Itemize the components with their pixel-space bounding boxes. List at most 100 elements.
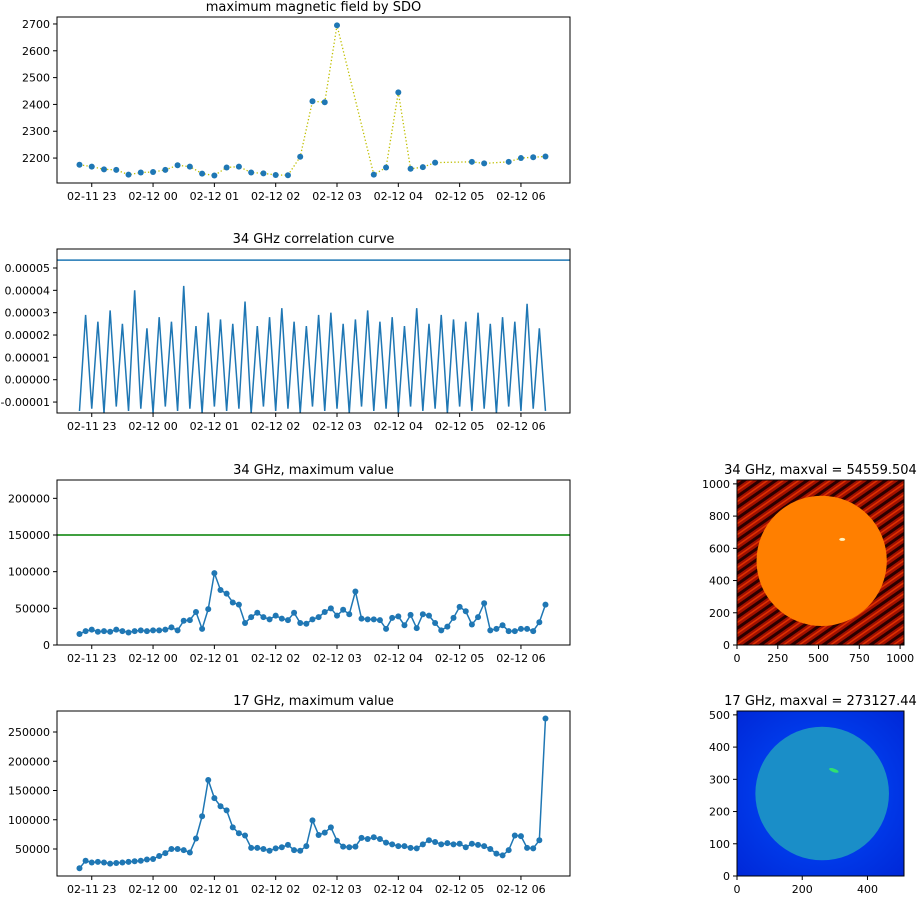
data-point: [113, 626, 120, 633]
x-tick-label: 750: [849, 652, 870, 665]
x-tick-label: 02-12 04: [374, 190, 423, 203]
data-point: [217, 803, 224, 810]
data-point: [186, 617, 193, 624]
x-tick-label: 02-12 01: [190, 883, 239, 896]
data-point: [352, 588, 359, 595]
data-point: [481, 160, 488, 167]
axes-frame: [56, 248, 571, 414]
data-point: [334, 612, 341, 619]
data-point: [358, 615, 365, 622]
data-point: [419, 164, 426, 171]
data-point: [162, 850, 169, 857]
data-point: [383, 839, 390, 846]
x-tick-label: 02-12 00: [128, 652, 177, 665]
axes-frame: [56, 16, 571, 184]
data-point: [524, 844, 531, 851]
data-point: [199, 813, 206, 820]
y-tick-label: 0.00005: [5, 262, 51, 275]
data-point: [334, 22, 341, 29]
data-point: [346, 844, 353, 851]
data-point: [186, 163, 193, 170]
data-point: [432, 159, 439, 166]
x-tick-label: 02-12 02: [251, 652, 300, 665]
data-point: [235, 163, 242, 170]
data-line: [79, 25, 546, 177]
x-tick-label: 02-12 03: [312, 652, 361, 665]
data-point: [205, 606, 212, 613]
data-point: [370, 616, 377, 623]
data-point: [383, 625, 390, 632]
data-point: [235, 830, 242, 837]
y-tick-label: 100000: [8, 566, 50, 579]
data-point: [340, 843, 347, 850]
data-point: [542, 601, 549, 608]
data-point: [143, 856, 150, 863]
data-point: [370, 834, 377, 841]
data-point: [101, 628, 108, 635]
data-point: [137, 169, 144, 176]
data-point: [211, 172, 218, 179]
y-tick-label: 1000: [702, 478, 730, 491]
x-tick-label: 250: [767, 652, 788, 665]
data-point: [376, 617, 383, 624]
data-line: [78, 285, 547, 414]
chart-title: 17 GHz, maximum value: [233, 694, 394, 709]
data-point: [511, 832, 518, 839]
data-point: [536, 837, 543, 844]
y-tick-label: 2500: [22, 72, 50, 85]
data-point: [536, 619, 543, 626]
x-tick-label: 0: [734, 883, 741, 896]
data-point: [309, 616, 316, 623]
data-point: [174, 846, 181, 853]
chart-title: 34 GHz, maximum value: [233, 463, 394, 478]
x-tick-label: 02-12 03: [312, 420, 361, 433]
x-tick-label: 02-12 01: [190, 190, 239, 203]
data-point: [425, 612, 432, 619]
data-point: [278, 844, 285, 851]
x-tick-label: 02-12 00: [128, 420, 177, 433]
y-tick-label: 0.00004: [5, 284, 51, 297]
data-point: [395, 843, 402, 850]
data-point: [315, 614, 322, 621]
data-point: [242, 620, 249, 626]
data-point: [162, 626, 169, 633]
y-tick-label: -0.00001: [1, 396, 50, 409]
chart-title: maximum magnetic field by SDO: [206, 0, 422, 15]
x-tick-label: 02-12 04: [374, 420, 423, 433]
data-point: [456, 603, 463, 610]
bright-spot: [839, 537, 846, 541]
data-point: [211, 570, 218, 577]
chart-title: 17 GHz, maxval = 273127.44: [724, 694, 917, 709]
data-point: [180, 617, 187, 624]
x-tick-label: 200: [792, 883, 813, 896]
data-point: [395, 613, 402, 620]
data-point: [199, 170, 206, 177]
data-point: [76, 161, 83, 168]
data-point: [260, 170, 267, 177]
data-point: [119, 628, 126, 635]
solar-disk: [755, 726, 889, 861]
y-tick-label: 100000: [8, 814, 50, 827]
data-point: [199, 625, 206, 632]
y-tick-label: 300: [709, 773, 730, 786]
y-tick-label: 400: [709, 741, 730, 754]
y-tick-label: 800: [709, 510, 730, 523]
data-point: [327, 605, 334, 612]
x-tick-label: 02-12 02: [251, 420, 300, 433]
x-tick-label: 02-11 23: [67, 883, 116, 896]
data-point: [462, 608, 469, 615]
y-tick-label: 100: [709, 838, 730, 851]
data-point: [76, 865, 83, 872]
x-tick-label: 02-11 23: [67, 190, 116, 203]
data-point: [499, 622, 506, 629]
y-tick-label: 2200: [22, 152, 50, 165]
data-point: [229, 599, 236, 606]
data-point: [211, 795, 218, 802]
data-point: [468, 621, 475, 628]
data-point: [499, 852, 506, 859]
data-point: [88, 859, 95, 866]
data-point: [389, 841, 396, 848]
y-tick-label: 0: [43, 639, 50, 652]
data-point: [309, 817, 316, 824]
data-point: [248, 169, 255, 176]
